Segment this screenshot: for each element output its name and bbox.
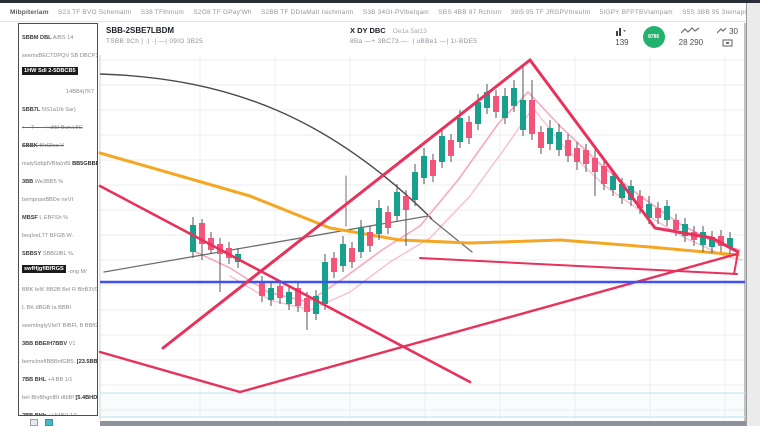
sidebar-row[interactable]: seemIngIyVIeIT BIBFL B BBfGIB xyxy=(22,323,98,329)
symbol-header: SBB-2SBE7LBDM TSBB 9Ch | ·| ·| —| 09IO 3… xyxy=(106,26,526,45)
boosts-widget[interactable]: 28 290 xyxy=(679,26,703,47)
window-top-border xyxy=(0,0,760,3)
sidebar-row[interactable]: MBSF L EBFSh % xyxy=(22,215,69,221)
line-gray-ascending xyxy=(103,215,429,273)
candles xyxy=(190,67,733,330)
sidebar-row[interactable]: 3BB We3BB5 % xyxy=(22,179,64,185)
sparkline-icon xyxy=(680,26,701,36)
trend-ascending-bottom xyxy=(238,252,739,394)
green-badge: 8786 xyxy=(642,26,665,48)
views-count: 139 xyxy=(615,38,629,47)
footer-icon-gray[interactable] xyxy=(30,419,38,426)
sidebar-row[interactable]: SBBSY SBBGfBL %. xyxy=(22,251,75,257)
trend-descending-left xyxy=(98,184,472,384)
bar-chart-icon xyxy=(615,26,628,36)
sidebar-row[interactable]: seemsBECTDPQV SB DBCP3i xyxy=(22,53,98,59)
sidebar-row[interactable]: malySdbjdVBIa(nBI BB5GBBD xyxy=(22,161,98,167)
sidebar-row[interactable]: 2BB BHb +/-54BV 1/1 xyxy=(22,413,78,416)
watchlist-tab[interactable]: S23 TF BVO Schematm xyxy=(58,8,132,16)
right-toolbar-strip[interactable] xyxy=(746,3,760,426)
line-gray-tail xyxy=(429,217,473,253)
badge-widget[interactable]: 8786 xyxy=(642,26,665,48)
sidebar-row[interactable]: L BK dBGB Ia BBBI xyxy=(22,305,71,311)
trend-small-icon: 30 xyxy=(717,26,738,36)
symbol-ohlc-row: TSBB 9Ch | ·| ·| —| 09IO 3B25 xyxy=(106,38,204,45)
watchlist-sidebar-panel[interactable]: SBBM DBL A/BS 14 seemsBECTDPQV SB DBCP3i 1… xyxy=(18,23,98,416)
watchlist-tab[interactable]: S38 TFthmum xyxy=(140,8,185,16)
share-widget[interactable]: 30 xyxy=(717,26,738,48)
trend-cross xyxy=(419,257,738,275)
cyan-band xyxy=(100,393,745,417)
camera-snapshot-icon xyxy=(722,38,733,48)
sidebar-row[interactable]: SBBM DBL A/BS 14 xyxy=(22,35,74,41)
sidebar-row[interactable]: 14BB4j7K7 xyxy=(66,89,94,95)
study-title[interactable]: X DY DBC xyxy=(350,26,386,35)
footer-icons xyxy=(30,419,53,426)
boosts-count: 28 290 xyxy=(678,38,704,47)
sidebar-row[interactable]: swfHjgfIBfRGS-ong M/ xyxy=(22,264,87,275)
extra-count: 30 xyxy=(729,26,738,36)
arc-black xyxy=(99,73,433,220)
sidebar-row[interactable]: BBK IeIK BB2B BeI R BhB3VD xyxy=(22,287,98,293)
trend-left-lower xyxy=(98,350,242,394)
watchlist-tab[interactable]: S5S 3BB 95 3Iemapm xyxy=(682,8,750,16)
footer-icon-teal[interactable] xyxy=(45,419,53,426)
watchlist-tab[interactable]: SBS 4BB 97 Rchism xyxy=(438,8,502,16)
sidebar-row[interactable]: SBB7L NS1a1Ib Sar) xyxy=(22,107,76,113)
study-values-row: 8Ba —+ 3BC73.—· | uBBe1 —| 1/-BDE5 xyxy=(350,38,478,45)
watchlist-tab[interactable]: S2BB TF DDIaMaII Isichmarm xyxy=(260,8,354,16)
watchlist-tab[interactable]: Mibpiteriam xyxy=(10,8,49,16)
study-header: X DY DBC Oe1a 5at13 8Ba —+ 3BC73.—· | uB… xyxy=(350,26,610,45)
trend-apex xyxy=(733,251,739,275)
symbol-name[interactable]: SBB-2SBE7LBDM xyxy=(106,26,175,35)
watchlist-tab[interactable]: S2O8 TF GPay'Wh xyxy=(193,8,252,16)
sidebar-row[interactable]: 3BB BBEIH7BBV V1 xyxy=(22,341,76,347)
sidebar-row[interactable]: 1HW Sdl 2-5DBCB5 xyxy=(22,66,78,75)
sidebar-row[interactable]: 7BB BHL +4.BB 1/1 xyxy=(22,377,73,383)
bottom-scrollbar[interactable] xyxy=(100,421,746,426)
study-note: Oe1a 5at13 xyxy=(392,28,427,35)
sidebar-row[interactable]: beqIveLTT BFGB W. xyxy=(22,233,74,239)
watchlist-tab[interactable]: 39I5 95 TF JRGPVtIreuIm xyxy=(510,8,591,16)
ma-orange xyxy=(98,151,740,257)
triangle-down xyxy=(528,58,740,254)
header-widgets: 139 8786 28 290 30 xyxy=(615,26,738,48)
watchlist-tab[interactable]: S3B 34GI-PVIbeIqam xyxy=(362,8,429,16)
watchlist-tabs-bar: Mibpiteriam S23 TF BVO Schematm S38 TFthmu… xyxy=(0,3,760,22)
sidebar-row[interactable]: +—7—---+ dIbI Bun.L5C xyxy=(22,125,83,131)
sidebar-row[interactable]: beI BIvBhgnIBI dIbBf [5.4BHD xyxy=(22,395,98,401)
sidebar-row[interactable]: SBBK BIrI3Ica V xyxy=(22,143,64,149)
views-widget[interactable]: 139 xyxy=(615,26,629,47)
triangle-up xyxy=(161,58,532,350)
watchlist-tab[interactable]: 5IGPY BFPTBVIampam xyxy=(599,8,673,16)
sidebar-row[interactable]: bempnanBBDe neVI xyxy=(22,197,73,203)
